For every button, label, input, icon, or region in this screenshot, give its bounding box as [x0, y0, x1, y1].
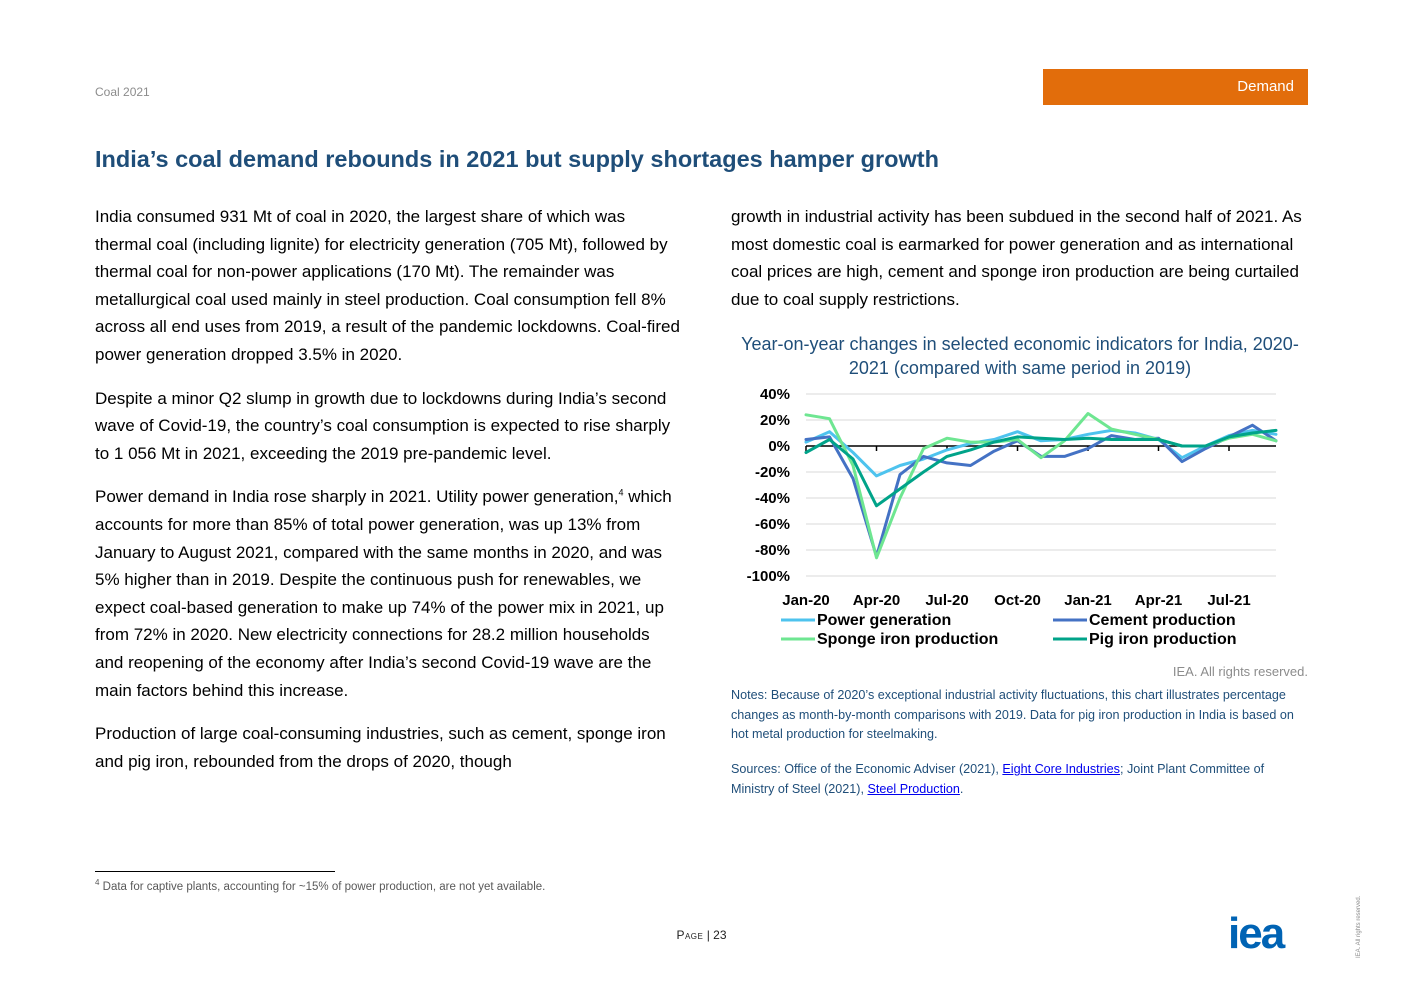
section-tab: Demand	[1043, 69, 1308, 105]
footnote-reference[interactable]: 4	[618, 487, 624, 498]
chart-legend: Power generation Cement production Sponge …	[781, 612, 1237, 648]
sources-prefix: Sources: Office of the Economic Adviser …	[731, 762, 1003, 776]
x-tick-label: Jul-20	[925, 592, 968, 609]
x-tick-label: Jan-21	[1064, 592, 1112, 609]
x-tick-label: Oct-20	[994, 592, 1041, 609]
footnote-text: Data for captive plants, accounting for …	[99, 881, 546, 893]
legend-label: Pig iron production	[1089, 631, 1237, 648]
x-tick-label: Jul-21	[1207, 592, 1250, 609]
legend-label: Power generation	[817, 612, 951, 629]
legend-label: Cement production	[1089, 612, 1236, 629]
sources-middle: ; Joint Plant Committee of Ministry of S…	[731, 762, 1265, 796]
chart-copyright: IEA. All rights reserved.	[1172, 664, 1308, 679]
paragraph-2: Despite a minor Q2 slump in growth due t…	[95, 388, 671, 463]
x-tick-label: Apr-21	[1135, 592, 1183, 609]
y-tick-label: -80%	[755, 542, 790, 559]
footnote-number: 4	[95, 878, 100, 888]
sources-suffix: .	[959, 781, 964, 796]
y-tick-label: 20%	[760, 412, 790, 429]
x-tick-label: Jan-20	[782, 592, 830, 609]
paragraph-1: India consumed 931 Mt of coal in 2020, t…	[95, 207, 680, 364]
x-tick-label: Apr-20	[853, 592, 901, 609]
footnote-divider	[95, 871, 335, 872]
y-tick-label: -100%	[747, 568, 790, 585]
iea-logo: iea	[1228, 915, 1288, 951]
right-column: growth in industrial activity has been s…	[731, 203, 1311, 329]
y-tick-label: 40%	[760, 386, 790, 403]
page-number-value: 23	[713, 928, 727, 942]
iea-logo-text: iea	[1228, 915, 1286, 951]
line-chart: 40% 20% 0% -20% -40% -60% -80% -100% Jan-20 Apr-2…	[747, 386, 1278, 648]
chart-notes: Notes: Because of 2020’s exceptional ind…	[731, 688, 1294, 741]
report-name: Coal 2021	[95, 85, 150, 99]
footnote: 4 Data for captive plants, accounting fo…	[95, 878, 546, 893]
y-tick-label: -60%	[755, 516, 790, 533]
page-number: Page | 23	[0, 928, 1403, 942]
steel-production-link[interactable]: Steel Production	[867, 781, 960, 796]
chart-title: Year-on-year changes in selected economi…	[741, 334, 1299, 378]
eight-core-industries-link[interactable]: Eight Core Industries	[1002, 762, 1120, 776]
paragraph-3: Power demand in India rose sharply in 20…	[95, 483, 680, 704]
chart-sources: Sources: Office of the Economic Adviser …	[731, 760, 1301, 799]
paragraph-3-part-a: Power demand in India rose sharply in 20…	[95, 487, 619, 507]
legend-label: Sponge iron production	[817, 631, 998, 648]
page-title: India’s coal demand rebounds in 2021 but…	[95, 146, 939, 172]
paragraph-5: growth in industrial activity has been s…	[731, 207, 1302, 309]
series-line	[804, 412, 1278, 560]
series-line	[804, 428, 1278, 508]
chart-series	[804, 412, 1278, 560]
page-separator: |	[703, 928, 714, 942]
series-line	[804, 428, 1278, 478]
paragraph-4: Production of large coal-consuming indus…	[95, 724, 666, 771]
left-column: India consumed 931 Mt of coal in 2020, t…	[95, 203, 680, 791]
chart-gridlines	[806, 393, 1276, 577]
y-tick-label: 0%	[768, 438, 790, 455]
page-label: Page	[676, 928, 704, 942]
chart-axes: 40% 20% 0% -20% -40% -60% -80% -100% Jan-20 Apr-2…	[747, 386, 1276, 609]
paragraph-3-part-b: which accounts for more than 85% of tota…	[95, 487, 672, 700]
y-tick-label: -40%	[755, 490, 790, 507]
y-tick-label: -20%	[755, 464, 790, 481]
vertical-rights-notice: IEA. All rights reserved.	[1356, 895, 1362, 958]
